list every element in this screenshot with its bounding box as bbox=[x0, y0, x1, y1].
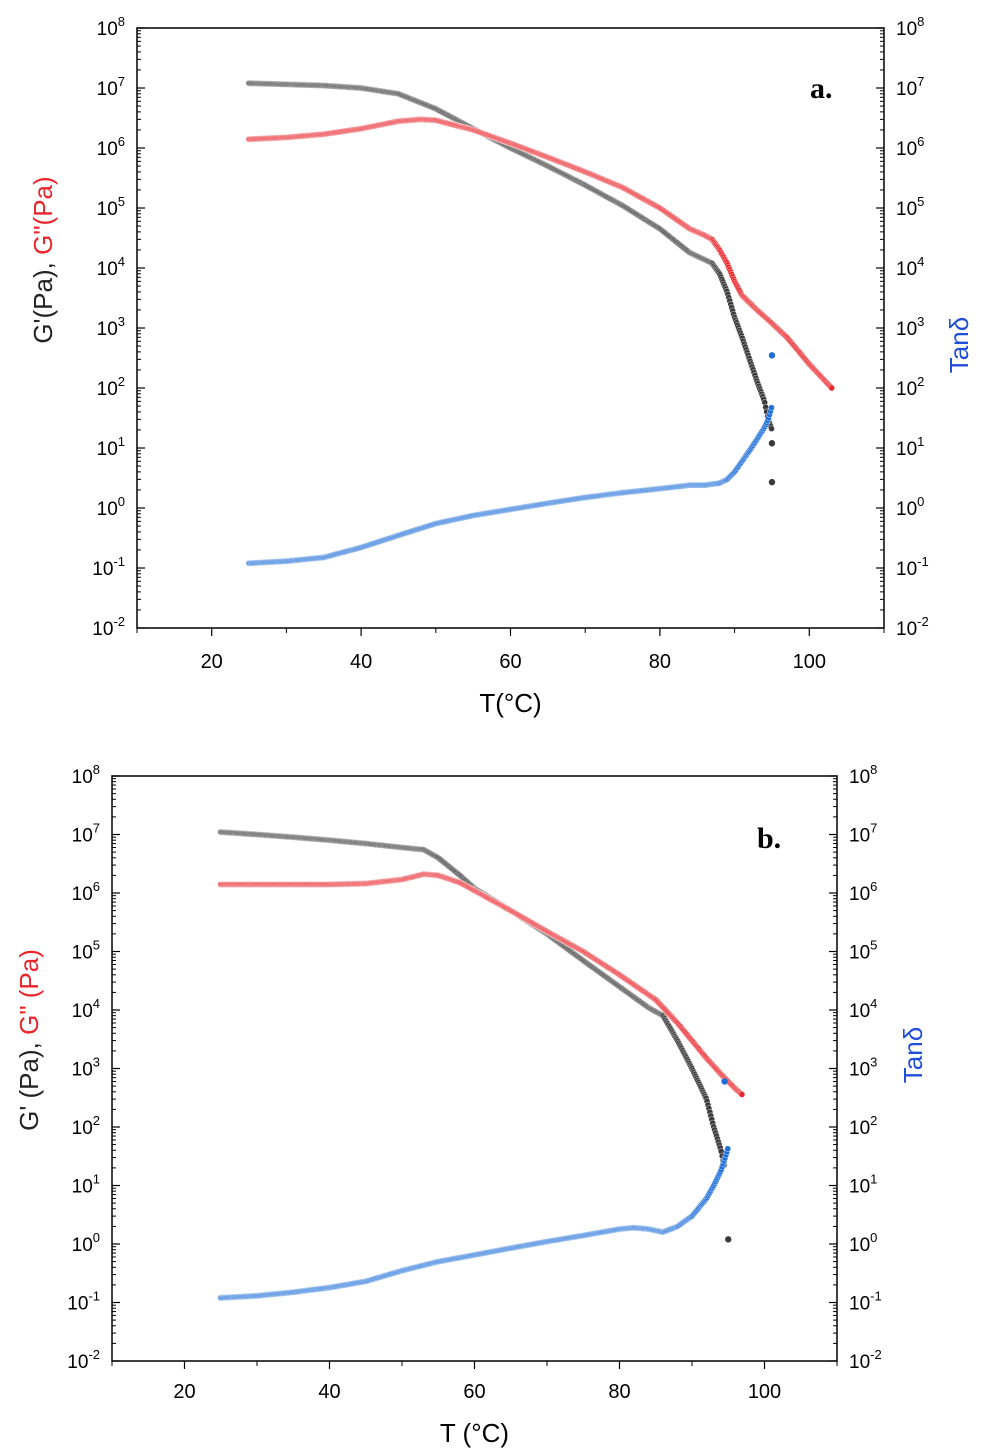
y-tick-label-right: 105 bbox=[849, 938, 877, 964]
data-point bbox=[828, 384, 836, 392]
y-tick-label-right: 102 bbox=[896, 374, 924, 400]
y-tick-label-left: 106 bbox=[72, 879, 100, 905]
x-tick-label: 80 bbox=[608, 1381, 630, 1403]
y-tick-label-right: 105 bbox=[896, 194, 924, 220]
plot-frame bbox=[111, 775, 838, 1362]
panel-label: b. bbox=[757, 822, 781, 855]
y-tick-label-left: 101 bbox=[72, 1172, 100, 1198]
x-tick-label: 40 bbox=[318, 1381, 340, 1403]
y-tick-label-right: 108 bbox=[849, 762, 877, 788]
x-tick-label: 40 bbox=[350, 651, 372, 673]
data-series-2 bbox=[245, 116, 836, 392]
y-tick-label-left: 105 bbox=[97, 194, 125, 220]
y-tick-label-left: 101 bbox=[97, 434, 125, 460]
y-tick-label-left: 107 bbox=[72, 821, 100, 847]
y-tick-label-left: 104 bbox=[72, 996, 100, 1022]
y-tick-label-right: 10-1 bbox=[896, 554, 929, 580]
x-tick-label: 60 bbox=[463, 1381, 485, 1403]
y-tick-label-right: 10-1 bbox=[849, 1289, 882, 1315]
y-tick-label-right: 103 bbox=[849, 1055, 877, 1081]
chart-panel-b: 108 108 107 107 106 106 105 105 104 104 103 103 102 1… bbox=[14, 762, 928, 1448]
y-axis-label-left: G' (Pa), G" (Pa) bbox=[14, 949, 44, 1131]
panel-label: a. bbox=[810, 72, 833, 105]
chart-panel-a: 108 108 107 107 106 106 105 105 104 104 103 103 102 1… bbox=[28, 14, 974, 718]
y-tick-label-right: 104 bbox=[896, 254, 924, 280]
x-tick-label: 100 bbox=[793, 651, 826, 673]
x-axis-label: T(°C) bbox=[479, 688, 541, 718]
y-tick-label-right: 107 bbox=[896, 74, 924, 100]
y-axis-label-left: G'(Pa), G"(Pa) bbox=[28, 176, 58, 343]
y-tick-label-left: 107 bbox=[97, 74, 125, 100]
y-tick-label-left: 10-1 bbox=[92, 554, 125, 580]
outlier-point bbox=[768, 478, 776, 486]
y-tick-label-right: 10-2 bbox=[849, 1347, 882, 1373]
y-tick-label-left: 103 bbox=[97, 314, 125, 340]
y-tick-label-left: 103 bbox=[72, 1055, 100, 1081]
y-tick-label-right: 100 bbox=[849, 1230, 877, 1256]
x-axis-label: T (°C) bbox=[440, 1418, 509, 1448]
outlier-point bbox=[721, 1078, 728, 1085]
data-series-3 bbox=[217, 1145, 732, 1302]
y-tick-label-left: 100 bbox=[97, 494, 125, 520]
y-tick-label-left: 10-2 bbox=[67, 1347, 100, 1373]
y-tick-label-left: 100 bbox=[72, 1230, 100, 1256]
y-tick-label-left: 105 bbox=[72, 938, 100, 964]
y-tick-label-right: 10-2 bbox=[896, 614, 929, 640]
data-point bbox=[768, 425, 775, 432]
y-tick-label-left: 102 bbox=[97, 374, 125, 400]
y-tick-label-right: 101 bbox=[849, 1172, 877, 1198]
y-tick-label-right: 102 bbox=[849, 1113, 877, 1139]
outlier-point bbox=[725, 1236, 732, 1243]
x-tick-label: 60 bbox=[499, 651, 521, 673]
y-tick-label-right: 108 bbox=[896, 14, 924, 40]
x-tick-label: 20 bbox=[173, 1381, 195, 1403]
y-tick-label-left: 104 bbox=[97, 254, 125, 280]
x-tick-label: 20 bbox=[201, 651, 223, 673]
y-axis-label-right: Tanδ bbox=[898, 1027, 928, 1083]
y-tick-label-left: 108 bbox=[97, 14, 125, 40]
y-tick-label-left: 106 bbox=[97, 134, 125, 160]
y-tick-label-left: 102 bbox=[72, 1113, 100, 1139]
y-tick-label-left: 10-2 bbox=[92, 614, 125, 640]
x-tick-label: 100 bbox=[748, 1381, 781, 1403]
y-tick-label-left: 10-1 bbox=[67, 1289, 100, 1315]
data-series-2 bbox=[217, 870, 746, 1098]
y-tick-label-left: 108 bbox=[72, 762, 100, 788]
data-series-3 bbox=[245, 404, 775, 567]
y-tick-label-right: 104 bbox=[849, 996, 877, 1022]
plot-frame bbox=[136, 27, 885, 629]
data-point bbox=[738, 1091, 746, 1098]
data-point bbox=[768, 404, 775, 411]
x-tick-label: 80 bbox=[649, 651, 671, 673]
outlier-point bbox=[768, 352, 776, 359]
outlier-point bbox=[768, 440, 776, 447]
y-axis-label-right: Tanδ bbox=[944, 317, 974, 373]
data-series-1 bbox=[245, 79, 775, 432]
y-tick-label-right: 101 bbox=[896, 434, 924, 460]
y-tick-label-right: 107 bbox=[849, 821, 877, 847]
y-tick-label-right: 100 bbox=[896, 494, 924, 520]
y-tick-label-right: 103 bbox=[896, 314, 924, 340]
y-tick-label-right: 106 bbox=[849, 879, 877, 905]
data-point bbox=[724, 1145, 732, 1153]
y-tick-label-right: 106 bbox=[896, 134, 924, 160]
